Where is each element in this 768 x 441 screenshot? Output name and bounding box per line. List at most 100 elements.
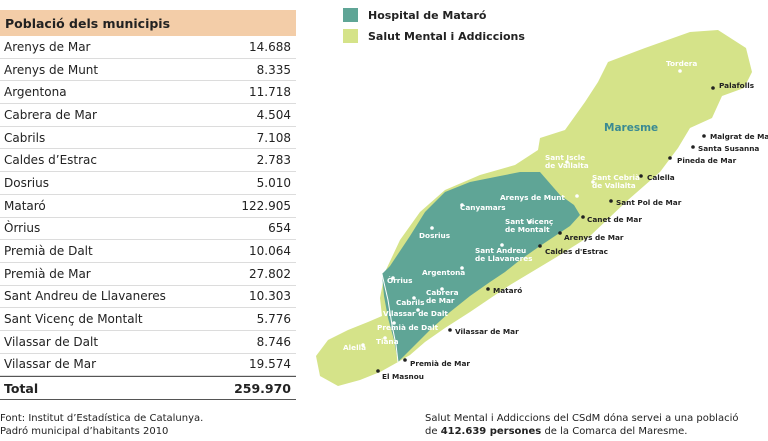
town-dot: [460, 203, 464, 207]
town-label: Sant Andreu: [475, 246, 526, 255]
source-note: Font: Institut d’Estadística de Cataluny…: [0, 412, 203, 438]
hospital-mataro-area: [382, 172, 580, 362]
municipality-name: Vilassar de Mar: [4, 357, 97, 372]
municipality-population: 2.783: [256, 153, 291, 168]
town-label: Cabrera: [426, 288, 459, 297]
town-dot: [528, 220, 532, 224]
town-label: de Vallalta: [592, 181, 636, 190]
town-label: Calella: [647, 173, 675, 182]
municipality-population: 7.108: [256, 130, 291, 145]
town-dot: [538, 244, 542, 248]
source-line-2: Padró municipal d’habitants 2010: [0, 426, 169, 437]
town-dot: [558, 231, 562, 235]
table-row: Mataró 122.905: [0, 195, 296, 218]
table-row: Caldes d’Estrac 2.783: [0, 149, 296, 173]
town-label: Canyamars: [460, 203, 506, 212]
legend-salut-label: Salut Mental i Addiccions: [368, 29, 525, 43]
municipality-name: Òrrius: [4, 221, 41, 236]
municipality-population: 122.905: [241, 198, 291, 213]
town-dot: [430, 226, 434, 230]
town-label: Pineda de Mar: [677, 156, 737, 165]
town-label: Tordera: [666, 59, 697, 68]
municipality-name: Arenys de Mar: [4, 39, 91, 54]
town-dot: [416, 308, 420, 312]
town-dot: [609, 199, 613, 203]
town-label: Argentona: [422, 268, 465, 277]
table-row: Cabrera de Mar 4.504: [0, 104, 296, 127]
town-label: Premià de Dalt: [377, 323, 439, 332]
town-label: Sant Iscle: [545, 153, 585, 162]
municipality-population: 11.718: [249, 85, 291, 100]
town-dot: [486, 287, 490, 291]
town-dot: [678, 69, 682, 73]
town-dot: [448, 328, 452, 332]
town-dot: [575, 194, 579, 198]
municipality-name: Sant Vicenç de Montalt: [4, 312, 143, 327]
legend-salut-swatch: [343, 29, 358, 43]
population-table: Població dels municipis Arenys de Mar 14.…: [0, 10, 296, 401]
table-row: Vilassar de Dalt 8.746: [0, 331, 296, 354]
town-label: Palafolls: [719, 81, 754, 90]
legend-salut: Salut Mental i Addiccions: [343, 29, 525, 43]
town-label: Santa Susanna: [698, 144, 759, 153]
town-dot: [392, 321, 396, 325]
town-label: de Llavaneres: [475, 254, 533, 263]
source-line-1: Font: Institut d’Estadística de Cataluny…: [0, 413, 204, 424]
municipality-name: Argentona: [4, 85, 67, 100]
town-label: Sant Cebrià: [592, 173, 640, 182]
town-dot: [361, 343, 365, 347]
legend-hospital: Hospital de Mataró: [343, 8, 486, 22]
region-label-maresme: Maresme: [604, 122, 658, 134]
town-dot: [581, 215, 585, 219]
municipality-population: 14.688: [249, 39, 291, 54]
town-dot: [403, 358, 407, 362]
total-label: Total: [4, 380, 39, 396]
municipality-name: Vilassar de Dalt: [4, 334, 99, 349]
town-dot: [412, 296, 416, 300]
town-dot: [565, 160, 569, 164]
municipality-name: Arenys de Munt: [4, 62, 99, 77]
town-label: de Montalt: [505, 225, 550, 234]
table-row: Vilassar de Mar 19.574: [0, 354, 296, 377]
town-dot: [711, 86, 715, 90]
legend-hospital-label: Hospital de Mataró: [368, 8, 487, 22]
municipality-name: Mataró: [4, 198, 46, 213]
town-label: de Vallalta: [545, 161, 589, 170]
town-label: Mataró: [493, 286, 522, 295]
municipality-name: Dosrius: [4, 175, 49, 190]
table-row: Sant Andreu de Llavaneres 10.303: [0, 286, 296, 309]
note-population: 412.639 persones: [440, 426, 542, 437]
town-dot: [702, 134, 706, 138]
town-dot: [391, 276, 395, 280]
town-dot: [591, 180, 595, 184]
town-label: Cabrils: [396, 298, 424, 307]
note-line-2: de 412.639 persones de la Comarca del Ma…: [425, 425, 739, 438]
town-label: Vilassar de Dalt: [383, 309, 448, 318]
table-row: Sant Vicenç de Montalt 5.776: [0, 308, 296, 331]
town-dot: [668, 156, 672, 160]
area-border: [381, 273, 399, 363]
table-row: Dosrius 5.010: [0, 172, 296, 195]
note-suffix: de la Comarca del Maresme.: [541, 426, 688, 437]
town-dot: [639, 174, 643, 178]
town-label: Òrrius: [387, 276, 412, 285]
table-row: Premià de Dalt 10.064: [0, 240, 296, 263]
municipality-name: Sant Andreu de Llavaneres: [4, 289, 166, 304]
town-dot: [460, 266, 464, 270]
town-dot: [440, 287, 444, 291]
municipality-name: Premià de Dalt: [4, 244, 93, 259]
table-row: Arenys de Mar 14.688: [0, 36, 296, 59]
municipality-name: Cabrera de Mar: [4, 107, 97, 122]
town-label: de Mar: [426, 296, 455, 305]
town-dot: [500, 243, 504, 247]
municipality-name: Premià de Mar: [4, 266, 91, 281]
table-row: Argentona 11.718: [0, 81, 296, 105]
town-label: Canet de Mar: [587, 215, 642, 224]
municipality-population: 654: [268, 221, 291, 236]
municipality-population: 27.802: [249, 266, 291, 281]
town-label: Premià de Mar: [410, 359, 470, 368]
town-label: Malgrat de Mar: [710, 132, 768, 141]
municipality-population: 8.335: [256, 62, 291, 77]
